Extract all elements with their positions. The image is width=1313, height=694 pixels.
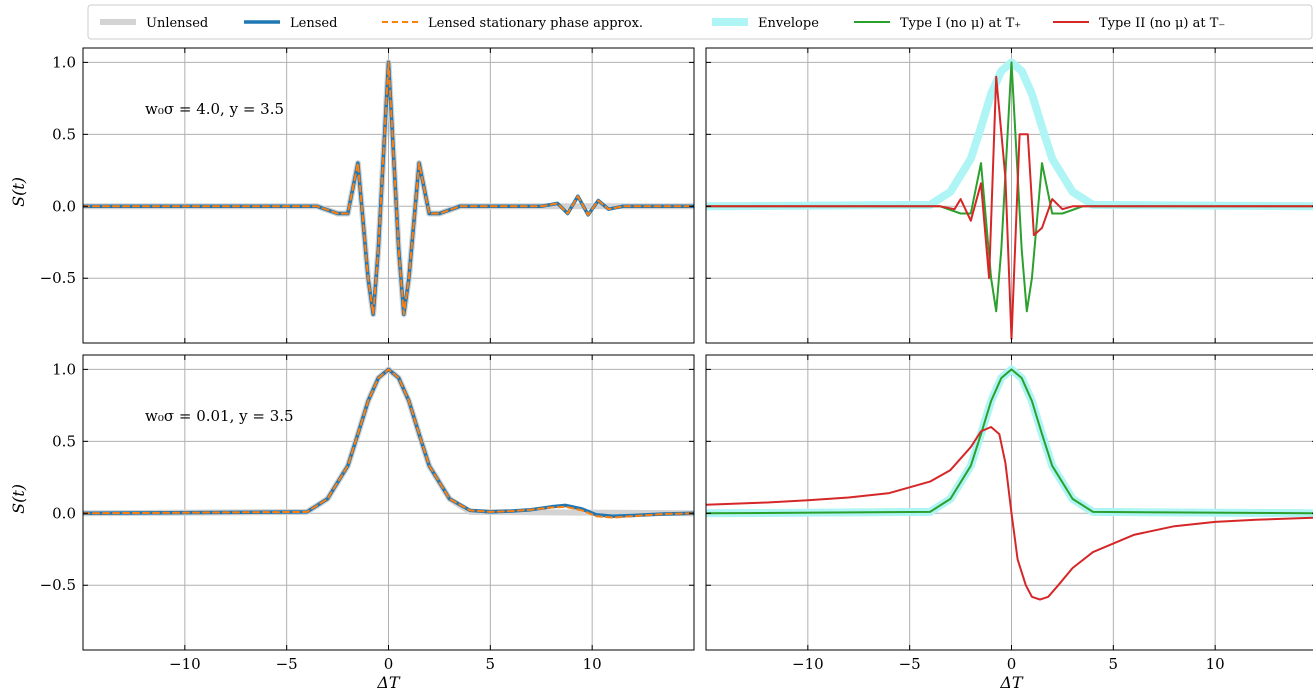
x-axis-label: ΔT: [376, 673, 401, 692]
x-tick-label: 0: [1007, 655, 1017, 673]
x-tick-label: −5: [899, 655, 921, 673]
panel-annotation: w₀σ = 4.0, y = 3.5: [145, 100, 284, 118]
legend-label: Type II (no μ) at T₋: [1099, 16, 1225, 31]
legend: Unlensed Lensed Lensed stationary phase ap…: [87, 4, 1313, 40]
legend-label: Type I (no μ) at T₊: [900, 16, 1021, 31]
x-tick-label: 0: [384, 655, 394, 673]
panels: 1.0 0.5 0.0 −0.5 S(t) w₀σ = 4.0, y = 3.5 −10 −5…: [9, 47, 1313, 692]
panel-bottom-left: −10 −5 0 5 10 ΔT 1.0 0.5 0.0 −0.5 S(t) w₀σ = 0.01, …: [9, 354, 695, 692]
panel-top-right: [705, 47, 1313, 344]
legend-label: Unlensed: [146, 16, 208, 31]
y-tick-label: −0.5: [40, 269, 76, 287]
y-tick-label: −0.5: [40, 576, 76, 594]
x-tick-label: −10: [792, 655, 824, 673]
series-line: [83, 368, 694, 519]
y-tick-label: 0.5: [52, 125, 76, 143]
y-tick-label: 1.0: [52, 53, 76, 71]
legend-frame: [87, 4, 1313, 40]
y-tick-label: 0.0: [52, 504, 76, 522]
series-line: [83, 61, 694, 316]
panel-top-left: 1.0 0.5 0.0 −0.5 S(t) w₀σ = 4.0, y = 3.5: [9, 47, 695, 344]
x-tick-label: 5: [486, 655, 496, 673]
y-axis-label: S(t): [9, 177, 28, 207]
x-tick-label: −5: [276, 655, 298, 673]
x-tick-label: 5: [1109, 655, 1119, 673]
series-line: [706, 426, 1313, 601]
y-tick-label: 1.0: [52, 360, 76, 378]
series-line: [706, 368, 1313, 515]
x-tick-label: 10: [1206, 655, 1225, 673]
y-axis-label: S(t): [9, 484, 28, 514]
legend-label: Lensed stationary phase approx.: [428, 16, 643, 31]
legend-label: Lensed: [290, 16, 337, 31]
x-tick-label: 10: [583, 655, 602, 673]
y-tick-label: 0.5: [52, 432, 76, 450]
panel-annotation: w₀σ = 0.01, y = 3.5: [145, 407, 294, 425]
x-axis-label: ΔT: [999, 673, 1024, 692]
legend-label: Envelope: [758, 16, 819, 31]
y-tick-label: 0.0: [52, 197, 76, 215]
x-tick-label: −10: [169, 655, 201, 673]
panel-bottom-right: −10 −5 0 5 10 ΔT: [705, 354, 1313, 692]
